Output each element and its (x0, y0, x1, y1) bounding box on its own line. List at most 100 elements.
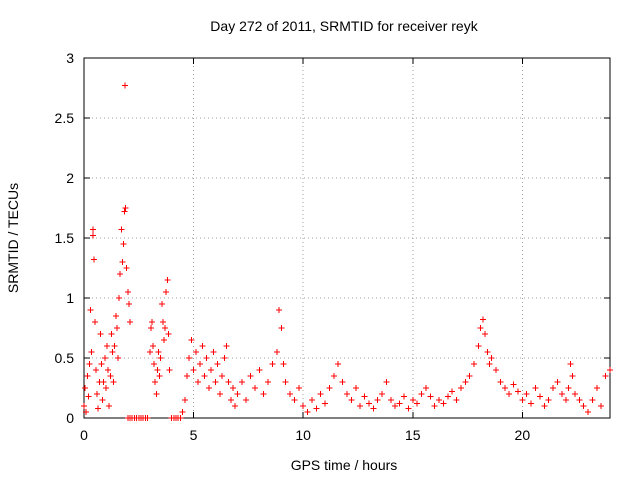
data-point-113 (273, 349, 280, 355)
data-point-166 (486, 361, 493, 367)
data-series-srmtid (81, 82, 613, 421)
data-point-130 (339, 379, 346, 385)
data-point-34 (117, 271, 124, 277)
data-point-73 (166, 367, 173, 373)
data-point-142 (392, 403, 399, 409)
data-point-78 (177, 415, 184, 421)
data-point-140 (383, 379, 390, 385)
data-point-85 (192, 349, 199, 355)
data-point-79 (179, 409, 186, 415)
data-point-43 (125, 301, 132, 307)
data-point-28 (110, 379, 117, 385)
data-point-190 (580, 403, 587, 409)
x-tick-label-3: 15 (405, 427, 421, 443)
y-tick-label-2: 1 (66, 290, 74, 306)
data-point-149 (422, 385, 429, 391)
data-point-119 (291, 397, 298, 403)
data-point-19 (100, 379, 107, 385)
data-point-86 (194, 379, 201, 385)
data-point-155 (449, 388, 456, 395)
data-point-191 (585, 409, 592, 415)
data-point-87 (197, 361, 204, 367)
data-point-23 (105, 367, 112, 373)
data-point-159 (466, 373, 473, 379)
data-point-164 (482, 331, 489, 337)
data-point-16 (97, 331, 104, 337)
data-point-122 (304, 409, 311, 415)
data-point-146 (409, 397, 416, 403)
data-point-145 (405, 405, 412, 412)
data-point-80 (181, 397, 188, 403)
data-point-101 (227, 397, 234, 403)
data-point-156 (453, 397, 460, 403)
data-point-18 (99, 397, 106, 403)
data-point-40 (122, 205, 129, 211)
data-point-109 (256, 367, 263, 373)
data-point-180 (545, 397, 552, 403)
data-point-108 (251, 385, 258, 391)
data-point-66 (158, 301, 165, 307)
data-point-186 (567, 361, 574, 367)
data-point-99 (223, 343, 230, 349)
data-point-107 (247, 373, 254, 379)
data-point-118 (287, 391, 294, 397)
data-point-68 (160, 337, 167, 343)
data-point-177 (532, 385, 539, 391)
data-point-129 (335, 361, 342, 367)
data-point-35 (118, 226, 125, 233)
data-point-185 (565, 385, 572, 391)
data-point-36 (119, 259, 126, 265)
data-point-136 (365, 400, 372, 407)
y-tick-label-4: 2 (66, 170, 74, 186)
data-point-111 (265, 379, 272, 385)
data-point-161 (475, 343, 482, 349)
data-point-102 (230, 385, 237, 391)
data-point-196 (607, 367, 613, 373)
data-point-110 (260, 391, 267, 397)
data-point-22 (104, 343, 111, 349)
data-point-143 (396, 400, 403, 407)
data-point-168 (493, 367, 500, 373)
data-point-160 (471, 361, 478, 367)
data-point-169 (497, 379, 504, 385)
y-tick-label-5: 2.5 (55, 110, 75, 126)
data-point-55 (146, 349, 153, 355)
data-point-117 (282, 379, 289, 385)
data-point-44 (127, 319, 134, 325)
data-point-150 (427, 393, 434, 400)
data-point-57 (148, 319, 155, 325)
data-point-12 (93, 367, 100, 373)
data-point-158 (462, 379, 469, 385)
data-point-153 (440, 400, 447, 407)
data-point-64 (156, 373, 163, 379)
data-point-14 (95, 405, 102, 412)
data-point-178 (536, 393, 543, 400)
data-point-125 (317, 391, 324, 397)
data-point-114 (276, 307, 283, 313)
data-point-42 (124, 289, 131, 295)
data-point-123 (308, 397, 315, 403)
grid-lines (84, 58, 610, 418)
data-point-154 (444, 393, 451, 400)
data-point-17 (98, 361, 105, 367)
data-point-81 (184, 373, 191, 379)
data-point-37 (120, 241, 127, 247)
data-point-41 (123, 265, 130, 271)
data-point-84 (190, 367, 197, 373)
data-point-184 (563, 397, 570, 403)
data-point-148 (418, 391, 425, 397)
data-point-121 (300, 403, 307, 409)
data-point-116 (280, 361, 287, 367)
data-point-63 (155, 349, 162, 355)
data-point-95 (214, 361, 221, 367)
data-point-26 (108, 331, 115, 337)
data-point-94 (212, 379, 219, 385)
data-point-152 (436, 397, 443, 403)
data-point-92 (208, 367, 215, 373)
data-point-33 (116, 295, 123, 301)
data-point-194 (598, 403, 605, 409)
data-point-58 (150, 343, 157, 349)
data-point-83 (188, 337, 195, 343)
data-point-9 (90, 232, 97, 239)
x-axis-label: GPS time / hours (291, 457, 398, 473)
